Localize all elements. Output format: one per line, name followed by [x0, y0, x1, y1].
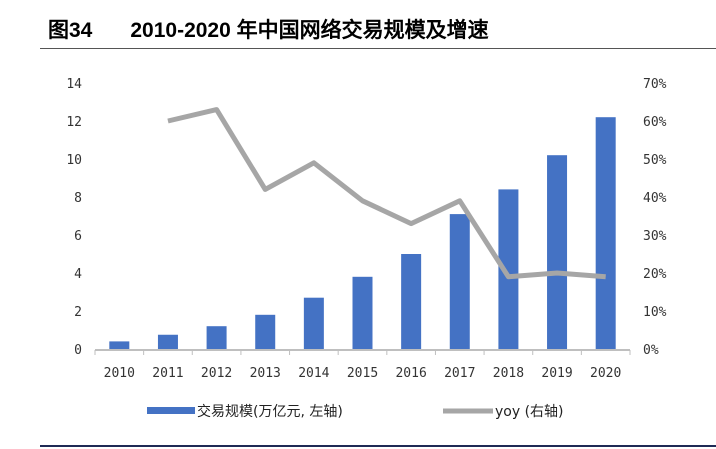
bar-2010 — [109, 341, 130, 349]
left-axis-tick-label: 14 — [66, 77, 82, 92]
title-text: 2010-2020 年中国网络交易规模及增速 — [130, 19, 489, 42]
x-axis-tick-label: 2015 — [347, 366, 378, 381]
right-axis-tick-label: 20% — [643, 267, 667, 282]
yoy-line — [167, 107, 606, 280]
legend-bar-label: 交易规模(万亿元, 左轴) — [197, 403, 343, 420]
x-axis-tick-label: 2020 — [590, 366, 621, 381]
right-axis-tick-label: 70% — [643, 77, 667, 92]
x-axis-tick-label: 2019 — [541, 366, 572, 381]
figure-label: 图34 — [48, 19, 93, 42]
bar-2018 — [498, 189, 519, 349]
right-axis-tick-label: 40% — [643, 191, 667, 206]
left-axis-tick-label: 0 — [74, 343, 82, 358]
bar-2014 — [303, 297, 324, 349]
left-axis-tick-label: 2 — [74, 305, 82, 320]
x-axis-tick-label: 2017 — [444, 366, 475, 381]
x-axis-tick-label: 2018 — [493, 366, 524, 381]
bar-2015 — [352, 276, 373, 349]
x-axis-tick-label: 2016 — [395, 366, 426, 381]
legend-bar-swatch — [147, 407, 195, 414]
bar-2012 — [206, 326, 227, 349]
left-axis-tick-label: 10 — [66, 153, 82, 168]
chart-title: 图34 2010-2020 年中国网络交易规模及增速 — [48, 14, 527, 44]
bar-2016 — [401, 254, 422, 349]
legend-line-label: yoy (右轴) — [495, 404, 564, 420]
left-axis-tick-label: 12 — [66, 115, 82, 130]
right-axis-tick-label: 60% — [643, 115, 667, 130]
right-axis-tick-label: 10% — [643, 305, 667, 320]
left-axis-tick-label: 4 — [74, 267, 82, 282]
bar-2019 — [547, 155, 568, 349]
x-axis-tick-label: 2014 — [298, 366, 329, 381]
bar-2017 — [449, 214, 470, 349]
x-axis-tick-label: 2012 — [201, 366, 232, 381]
x-axis-tick-label: 2011 — [152, 366, 183, 381]
bar-2020 — [595, 117, 616, 349]
right-axis-tick-label: 50% — [643, 153, 667, 168]
right-axis-tick-label: 0% — [643, 343, 659, 358]
top-rule — [40, 48, 716, 49]
bar-2013 — [255, 314, 276, 349]
left-axis-tick-label: 8 — [74, 191, 82, 206]
x-axis-tick-label: 2013 — [250, 366, 281, 381]
bottom-rule — [40, 445, 716, 447]
left-axis-tick-label: 6 — [74, 229, 82, 244]
x-axis-tick-label: 2010 — [104, 366, 135, 381]
right-axis-tick-label: 30% — [643, 229, 667, 244]
bar-2011 — [157, 334, 178, 349]
